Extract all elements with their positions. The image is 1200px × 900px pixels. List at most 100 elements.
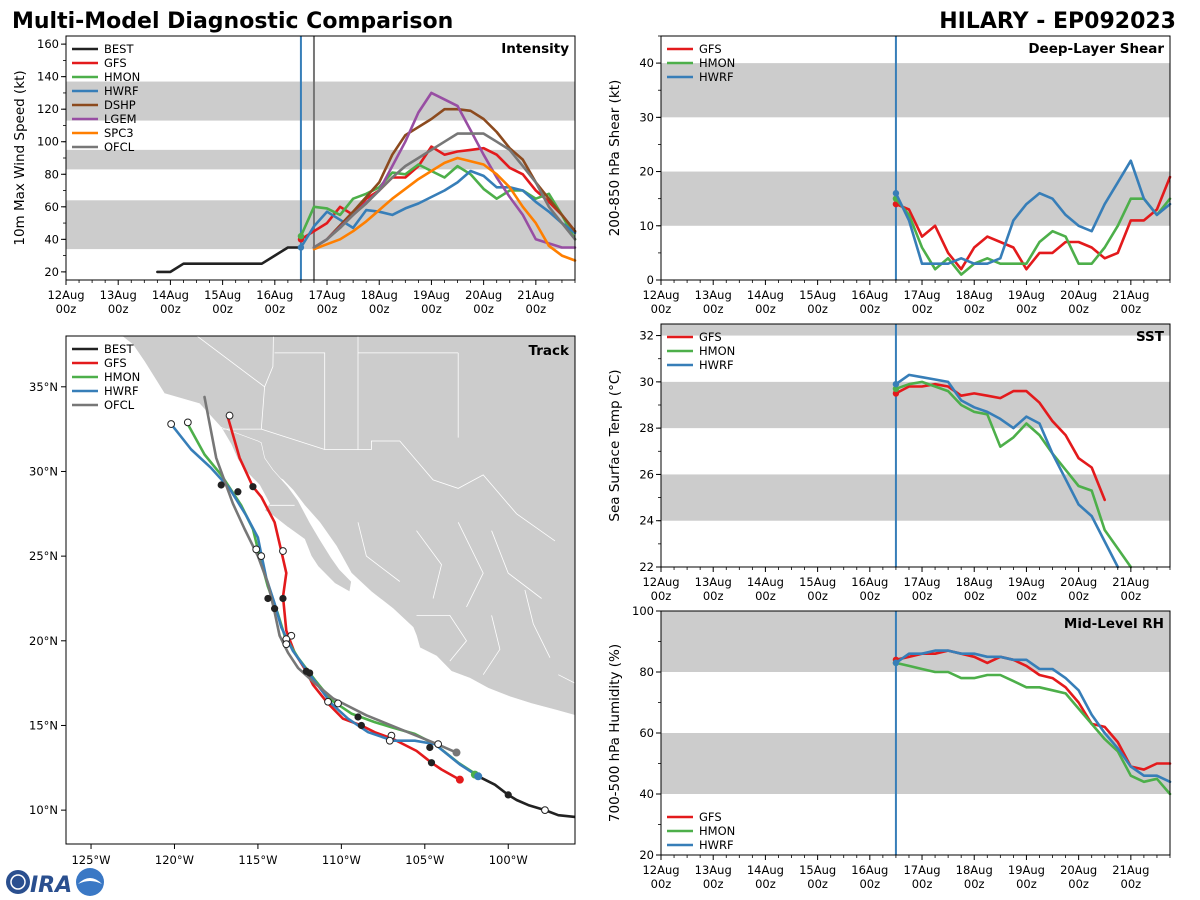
sst-init-point-gfs bbox=[892, 390, 900, 397]
intensity-xtick-hour-label: 00z bbox=[160, 302, 181, 316]
rh-xtick-hour-label: 00z bbox=[703, 877, 724, 891]
track-position-marker bbox=[249, 483, 257, 491]
intensity-legend-label-hwrf: HWRF bbox=[104, 84, 139, 98]
shear-xtick-day-label: 12Aug bbox=[642, 288, 679, 302]
shear-xtick-hour-label: 00z bbox=[912, 302, 933, 316]
track-ytick-label: 35°N bbox=[29, 380, 58, 394]
track-frame bbox=[65, 335, 576, 845]
intensity-series-ofcl bbox=[312, 132, 577, 249]
track-xtick-label: 110°W bbox=[322, 853, 361, 867]
state-border-5 bbox=[274, 352, 326, 450]
rh-ytick-label: 100 bbox=[632, 604, 654, 618]
shear-ytick-label: 30 bbox=[639, 110, 654, 124]
shear-series-gfs bbox=[894, 175, 1172, 271]
track-xtick-label: 125°W bbox=[71, 853, 110, 867]
intensity-xtick-day-label: 20Aug bbox=[465, 288, 502, 302]
track-position-marker-open bbox=[257, 552, 266, 561]
state-border-14 bbox=[558, 674, 575, 684]
shear-xtick-day-label: 13Aug bbox=[695, 288, 732, 302]
intensity-xtick-day-label: 15Aug bbox=[204, 288, 241, 302]
sst-xtick-day-label: 17Aug bbox=[903, 575, 940, 589]
track-position-marker-open bbox=[225, 411, 234, 420]
intensity-series-spc3 bbox=[312, 156, 577, 262]
rh-xtick-hour-label: 00z bbox=[807, 877, 828, 891]
rh-xtick-day-label: 17Aug bbox=[903, 863, 940, 877]
track-init-point-gfs bbox=[455, 775, 464, 784]
rh-xtick-day-label: 12Aug bbox=[642, 863, 679, 877]
rh-init-point-hwrf bbox=[892, 659, 900, 667]
track-legend-label-hwrf: HWRF bbox=[104, 384, 139, 398]
sst-xtick-day-label: 12Aug bbox=[642, 575, 679, 589]
track-position-marker-open bbox=[282, 640, 291, 649]
rh-xtick-hour-label: 00z bbox=[912, 877, 933, 891]
intensity-xtick-day-label: 21Aug bbox=[517, 288, 554, 302]
intensity-ytick-label: 60 bbox=[44, 200, 59, 214]
sst-ytick-label: 30 bbox=[639, 375, 654, 389]
rh-series-gfs bbox=[894, 649, 1172, 771]
intensity-band-2 bbox=[66, 81, 575, 121]
state-border-11 bbox=[416, 615, 467, 662]
track-position-marker-open bbox=[385, 736, 394, 745]
shear-xtick-hour-label: 00z bbox=[755, 302, 776, 316]
sst-series-hwrf bbox=[894, 373, 1120, 569]
intensity-ytick-label: 100 bbox=[37, 135, 59, 149]
sst-series-hmon bbox=[894, 380, 1133, 569]
shear-title: Deep-Layer Shear bbox=[1028, 41, 1164, 57]
intensity-series-dshp bbox=[312, 107, 577, 249]
shear-xtick-day-label: 20Aug bbox=[1060, 288, 1097, 302]
intensity-xtick-hour-label: 00z bbox=[369, 302, 390, 316]
figure-title: Multi-Model Diagnostic Comparison bbox=[12, 9, 453, 34]
intensity-xtick-hour-label: 00z bbox=[421, 302, 442, 316]
intensity-xtick-day-label: 12Aug bbox=[47, 288, 84, 302]
cira-logo: IRA bbox=[6, 868, 104, 898]
intensity-ytick-label: 120 bbox=[37, 102, 59, 116]
shear-xtick-hour-label: 00z bbox=[1068, 302, 1089, 316]
shear-panel: 01020304012Aug00z13Aug00z14Aug00z15Aug00… bbox=[607, 35, 1172, 316]
shear-legend-label-hwrf: HWRF bbox=[699, 70, 734, 84]
shear-frame bbox=[660, 35, 1171, 281]
track-legend-label-gfs: GFS bbox=[104, 356, 127, 370]
track-position-marker bbox=[217, 481, 225, 489]
intensity-xtick-day-label: 17Aug bbox=[308, 288, 345, 302]
noaa-icon bbox=[76, 868, 104, 896]
shear-xtick-day-label: 18Aug bbox=[956, 288, 993, 302]
track-xtick-label: 120°W bbox=[155, 853, 194, 867]
track-position-marker-open bbox=[541, 806, 549, 815]
sst-ytick-label: 22 bbox=[639, 560, 654, 574]
intensity-xtick-day-label: 14Aug bbox=[152, 288, 189, 302]
shear-ytick-label: 10 bbox=[639, 219, 654, 233]
sst-xtick-hour-label: 00z bbox=[912, 589, 933, 603]
intensity-ytick-label: 160 bbox=[37, 37, 59, 51]
shear-xtick-day-label: 17Aug bbox=[903, 288, 940, 302]
sst-xtick-day-label: 14Aug bbox=[747, 575, 784, 589]
intensity-xtick-day-label: 18Aug bbox=[361, 288, 398, 302]
rh-xtick-day-label: 15Aug bbox=[799, 863, 836, 877]
intensity-legend-label-ofcl: OFCL bbox=[104, 140, 135, 154]
rh-xtick-day-label: 16Aug bbox=[851, 863, 888, 877]
sst-init-point-hwrf bbox=[892, 380, 900, 388]
rh-xtick-hour-label: 00z bbox=[1121, 877, 1142, 891]
sst-frame bbox=[660, 323, 1171, 568]
shear-xtick-hour-label: 00z bbox=[703, 302, 724, 316]
sst-xtick-hour-label: 00z bbox=[859, 589, 880, 603]
baja-peninsula bbox=[220, 426, 352, 593]
track-position-marker bbox=[357, 721, 365, 730]
sst-legend-label-hwrf: HWRF bbox=[699, 358, 734, 372]
track-panel: 125°W 120°W 115°W 110°W 105°W 100°W 10°N 15°N 20… bbox=[29, 335, 576, 867]
rh-xtick-hour-label: 00z bbox=[755, 877, 776, 891]
track-position-marker bbox=[426, 743, 434, 752]
track-title: Track bbox=[529, 343, 570, 359]
state-border-2 bbox=[196, 336, 265, 388]
intensity-legend-label-hmon: HMON bbox=[104, 70, 140, 84]
rh-xtick-hour-label: 00z bbox=[651, 877, 672, 891]
intensity-legend-label-gfs: GFS bbox=[104, 56, 127, 70]
sst-ytick-label: 24 bbox=[639, 514, 654, 528]
track-ytick-label: 15°N bbox=[29, 718, 58, 732]
rh-xtick-hour-label: 00z bbox=[1016, 877, 1037, 891]
track-position-marker-open bbox=[334, 699, 342, 708]
track-position-marker-open bbox=[252, 545, 261, 554]
shear-xtick-day-label: 16Aug bbox=[851, 288, 888, 302]
state-border-9 bbox=[416, 530, 442, 599]
state-border-10 bbox=[457, 522, 484, 608]
